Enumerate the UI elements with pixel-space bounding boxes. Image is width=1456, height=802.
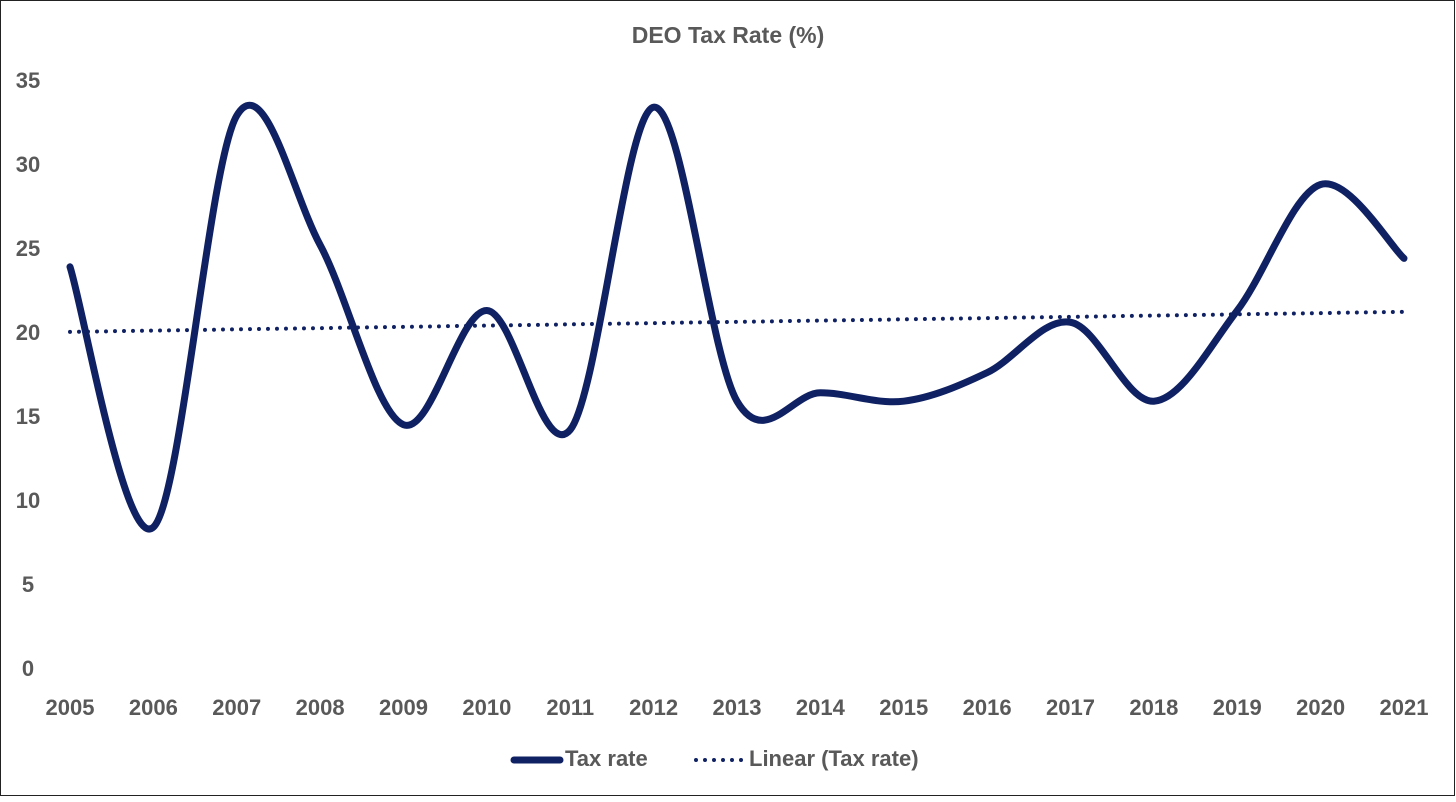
x-tick-label: 2012 — [629, 695, 678, 720]
y-tick-label: 0 — [22, 656, 34, 681]
legend-label: Linear (Tax rate) — [749, 746, 919, 771]
y-tick-label: 10 — [16, 488, 40, 513]
x-tick-label: 2009 — [379, 695, 428, 720]
trend-line — [68, 309, 1406, 334]
x-tick-label: 2016 — [963, 695, 1012, 720]
x-tick-label: 2006 — [129, 695, 178, 720]
x-tick-label: 2010 — [462, 695, 511, 720]
x-tick-label: 2020 — [1296, 695, 1345, 720]
y-tick-label: 20 — [16, 320, 40, 345]
x-tick-label: 2017 — [1046, 695, 1095, 720]
legend-label: Tax rate — [565, 746, 648, 771]
x-tick-label: 2019 — [1213, 695, 1262, 720]
y-tick-label: 5 — [22, 572, 34, 597]
x-tick-label: 2021 — [1380, 695, 1429, 720]
x-tick-label: 2007 — [212, 695, 261, 720]
y-tick-label: 25 — [16, 236, 40, 261]
x-tick-label: 2015 — [879, 695, 928, 720]
data-line — [66, 102, 1408, 533]
x-tick-label: 2014 — [796, 695, 846, 720]
x-tick-label: 2011 — [546, 695, 594, 720]
x-tick-label: 2013 — [713, 695, 762, 720]
y-tick-label: 35 — [16, 68, 40, 93]
x-tick-label: 2008 — [296, 695, 345, 720]
x-tick-label: 2005 — [46, 695, 95, 720]
y-tick-label: 15 — [16, 404, 40, 429]
chart-title: DEO Tax Rate (%) — [632, 22, 825, 48]
y-tick-label: 30 — [16, 152, 40, 177]
x-tick-label: 2018 — [1129, 695, 1178, 720]
